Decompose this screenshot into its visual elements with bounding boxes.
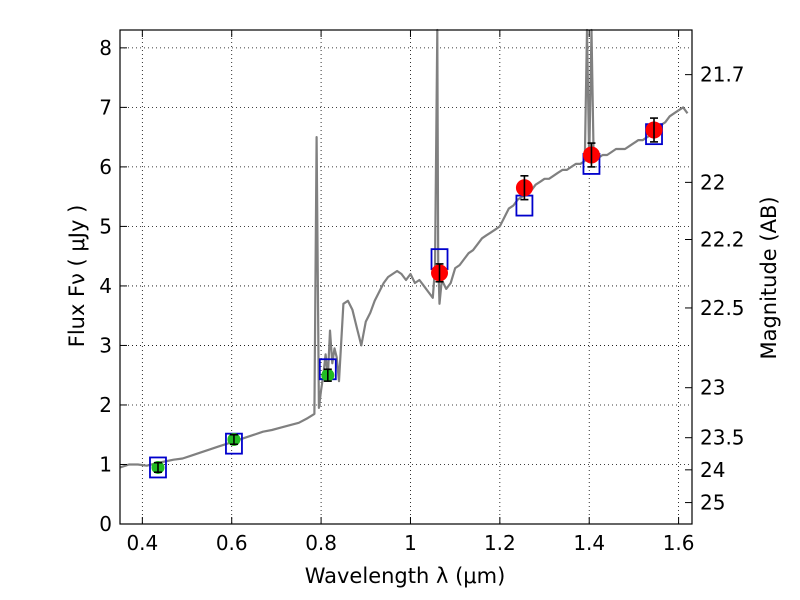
y-tick-label: 2 (99, 393, 112, 417)
y-tick-label: 6 (99, 155, 112, 179)
mag-tick-label: 21.7 (700, 63, 745, 87)
mag-tick-label: 25 (700, 491, 725, 515)
mag-tick-label: 23.5 (700, 426, 745, 450)
y-tick-label: 3 (99, 333, 112, 357)
x-tick-label: 1.6 (663, 531, 695, 555)
mag-tick-label: 23 (700, 376, 725, 400)
model-square (149, 456, 167, 479)
y-tick-label: 8 (99, 36, 112, 60)
model-spectrum (119, 28, 689, 469)
mag-tick-label: 24 (700, 458, 725, 482)
y-axis-label: Flux Fν ( μJy ) (65, 205, 89, 348)
x-tick-label: 1 (404, 531, 417, 555)
y-tick-label: 0 (99, 512, 112, 536)
x-tick-label: 1.2 (484, 531, 516, 555)
x-tick-label: 0.4 (126, 531, 158, 555)
x-axis-label: Wavelength λ (μm) (305, 564, 506, 588)
y-tick-label: 7 (99, 95, 112, 119)
tick-labels: 0.4 0.6 0.8 1 1.2 1.4 1.601234567821.72222.222… (99, 36, 744, 555)
x-tick-label: 0.8 (305, 531, 337, 555)
y-tick-label: 4 (99, 274, 112, 298)
axes-frame (119, 29, 693, 525)
y-tick-label: 1 (99, 452, 112, 476)
mag-tick-label: 22.2 (700, 228, 745, 252)
plot-frame (119, 29, 693, 525)
y-tick-label: 5 (99, 214, 112, 238)
y-axis-right-label: Magnitude (AB) (757, 196, 781, 359)
photometry-markers (149, 117, 663, 479)
mag-tick-label: 22 (700, 170, 725, 194)
x-tick-label: 1.4 (573, 531, 605, 555)
spectrum-line (119, 28, 689, 469)
x-tick-label: 0.6 (216, 531, 248, 555)
mag-tick-label: 22.5 (700, 296, 745, 320)
